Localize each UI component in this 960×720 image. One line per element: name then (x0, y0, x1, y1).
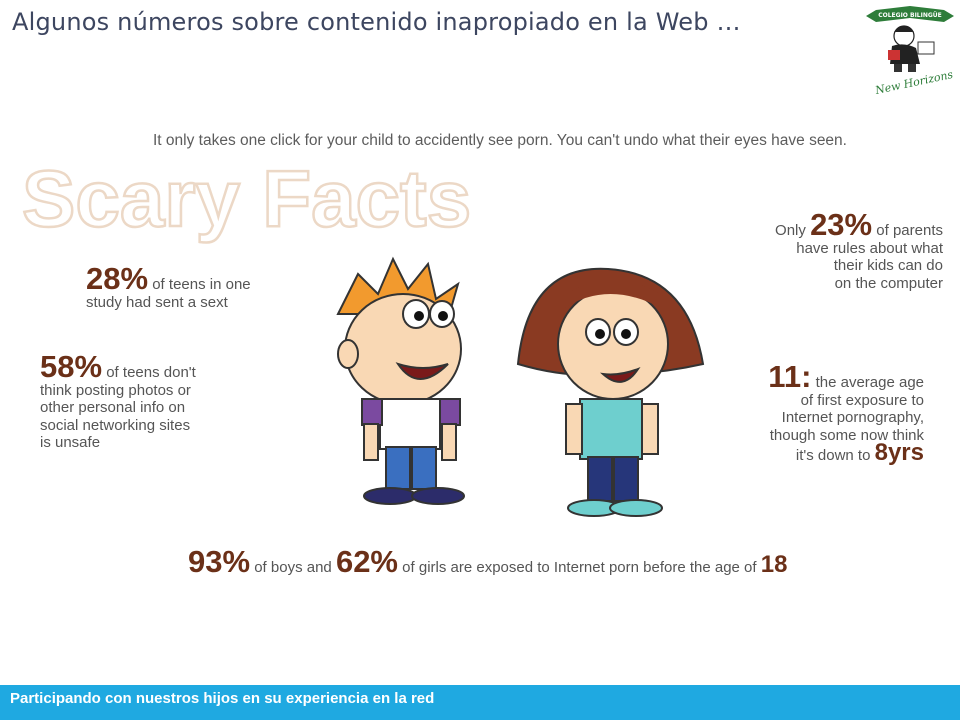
stat-28: 28% (86, 261, 149, 296)
logo-ribbon-text: COLEGIO BILINGÜE (878, 12, 942, 19)
footer-bar (0, 685, 960, 720)
stat-11: 11: (768, 359, 812, 394)
cartoon-girl (516, 267, 705, 517)
fact-exposure-age: 11: the average age of first exposure to… (768, 359, 924, 466)
stat-93: 93% (188, 544, 251, 579)
school-logo: COLEGIO BILINGÜE New Horizons (866, 6, 955, 94)
boys-girls-fact: 93% of boys and 62% of girls are exposed… (188, 544, 788, 579)
stat-62: 62% (335, 544, 398, 579)
stat-58: 58% (40, 349, 103, 384)
stat-23: 23% (810, 207, 873, 242)
slide-title: Algunos números sobre contenido inapropi… (12, 8, 741, 36)
fact-teens-posting: 58% of teens don't think posting photos … (40, 349, 196, 451)
stat-8yrs: 8yrs (874, 439, 924, 466)
intro-text: It only takes one click for your child t… (153, 132, 847, 149)
cartoon-boy (336, 256, 465, 505)
stat-age-18: 18 (760, 551, 788, 578)
scary-facts-text: Scary Facts (22, 154, 471, 243)
fact-teens-sext: 28% of teens in one study had sent a sex… (86, 261, 251, 311)
fact-parents-rules: Only 23% of parents have rules about wha… (775, 207, 943, 292)
scary-facts-heading: Scary Facts (22, 153, 472, 245)
cartoon-kids-illustration (336, 256, 705, 517)
footer-text: Participando con nuestros hijos en su ex… (10, 690, 435, 707)
